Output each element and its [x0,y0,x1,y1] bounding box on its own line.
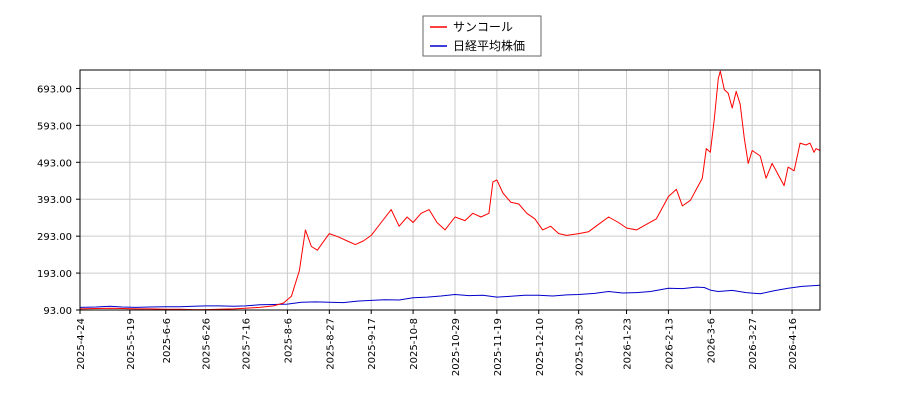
x-tick-label: 2025-12-10 [535,318,546,376]
y-tick-label: 293.00 [37,232,72,243]
y-tick-label: 593.00 [37,121,72,132]
x-tick-label: 2026-3-27 [748,318,759,370]
x-tick-label: 2025-6-6 [162,318,173,363]
y-tick-label: 393.00 [37,195,72,206]
axis-ticks: 93.00 193.00 293.00 393.00 493.00 593.00 693.0… [37,84,799,376]
x-tick-label: 2025-4-24 [76,318,87,370]
x-tick-label: 2025-11-19 [493,318,504,376]
legend-label-series-1: サンコール [453,20,513,34]
y-tick-label: 93.00 [43,306,72,317]
grid [79,70,820,311]
x-tick-label: 2026-4-16 [788,318,799,370]
x-tick-label: 2025-6-26 [202,318,213,370]
x-tick-label: 2025-8-6 [283,318,294,363]
legend-label-series-2: 日経平均株価 [453,38,525,53]
series-line-1 [79,70,821,311]
x-tick-label: 2025-5-19 [126,318,137,370]
x-tick-label: 2026-1-23 [623,318,634,370]
legend-box [422,15,542,57]
x-tick-label: 2026-3-6 [706,318,717,363]
series-lines [79,70,821,311]
x-tick-label: 2025-12-30 [575,318,586,376]
x-tick-label: 2025-8-27 [325,318,336,370]
x-tick-label: 2026-2-13 [664,318,675,370]
y-tick-label: 193.00 [37,269,72,280]
plot-frame [79,69,821,311]
y-tick-label: 693.00 [37,84,72,95]
legend: サンコール 日経平均株価 [422,15,542,57]
x-tick-label: 2025-7-16 [242,318,253,370]
series-line-2 [79,284,821,308]
y-tick-label: 493.00 [37,158,72,169]
x-tick-label: 2025-10-29 [451,318,462,376]
x-tick-label: 2025-10-8 [409,318,420,370]
x-tick-label: 2025-9-17 [367,318,378,370]
